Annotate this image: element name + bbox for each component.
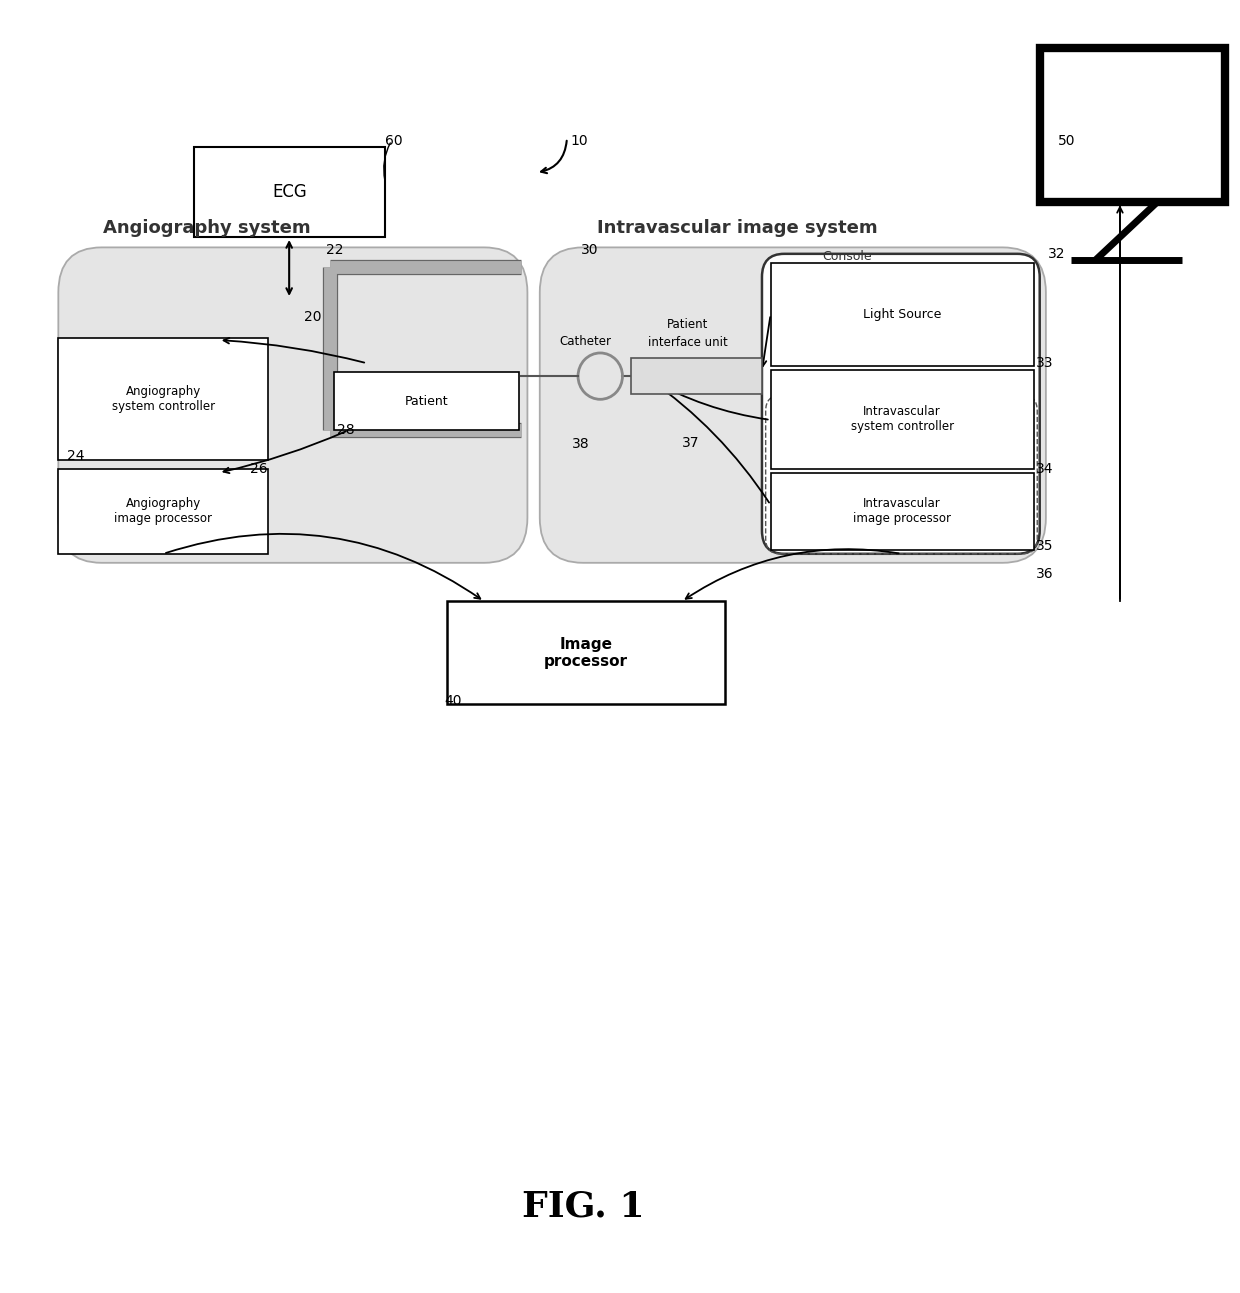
Bar (58, 337, 268, 460)
Text: 34: 34 (1035, 462, 1054, 476)
FancyBboxPatch shape (58, 247, 527, 562)
Text: 26: 26 (249, 462, 268, 476)
Text: Light Source: Light Source (863, 308, 941, 321)
Text: 22: 22 (326, 243, 343, 257)
Bar (58, 469, 268, 553)
Text: Computer: Computer (792, 392, 851, 405)
Text: 36: 36 (1035, 568, 1054, 582)
Text: ECG: ECG (273, 184, 308, 200)
Text: 37: 37 (682, 436, 699, 450)
Text: Patient: Patient (404, 394, 448, 407)
Bar (631, 358, 761, 394)
Bar (770, 473, 1033, 550)
Text: Angiography
system controller: Angiography system controller (112, 384, 215, 412)
Text: 50: 50 (1058, 133, 1076, 147)
Text: Intravascular
system controller: Intravascular system controller (851, 405, 954, 433)
Bar (1039, 48, 1225, 202)
Text: interface unit: interface unit (649, 336, 728, 349)
Text: 28: 28 (337, 423, 355, 437)
Text: Image
processor: Image processor (544, 636, 627, 670)
Text: Angiography system: Angiography system (103, 219, 310, 237)
Text: 30: 30 (580, 243, 598, 257)
Text: 60: 60 (386, 133, 403, 147)
FancyBboxPatch shape (761, 253, 1039, 553)
Text: Intravascular
image processor: Intravascular image processor (853, 498, 951, 525)
Bar (770, 262, 1033, 366)
Text: 40: 40 (445, 693, 463, 707)
Text: Console: Console (822, 250, 872, 262)
Bar (448, 601, 725, 705)
Bar (770, 370, 1033, 469)
Text: 20: 20 (304, 310, 321, 325)
Text: 33: 33 (1035, 357, 1054, 370)
Text: FIG. 1: FIG. 1 (522, 1190, 645, 1223)
Text: 32: 32 (1048, 247, 1066, 261)
Text: Catheter: Catheter (559, 335, 611, 348)
Text: 24: 24 (67, 449, 84, 463)
Text: 35: 35 (1035, 539, 1054, 553)
FancyBboxPatch shape (539, 247, 1045, 562)
Bar (195, 147, 386, 237)
Text: Intravascular image system: Intravascular image system (596, 219, 878, 237)
Text: Angiography
image processor: Angiography image processor (114, 498, 212, 525)
Text: 38: 38 (572, 437, 589, 451)
Bar (334, 372, 518, 431)
Text: 10: 10 (570, 133, 588, 147)
Text: Patient: Patient (667, 318, 708, 331)
